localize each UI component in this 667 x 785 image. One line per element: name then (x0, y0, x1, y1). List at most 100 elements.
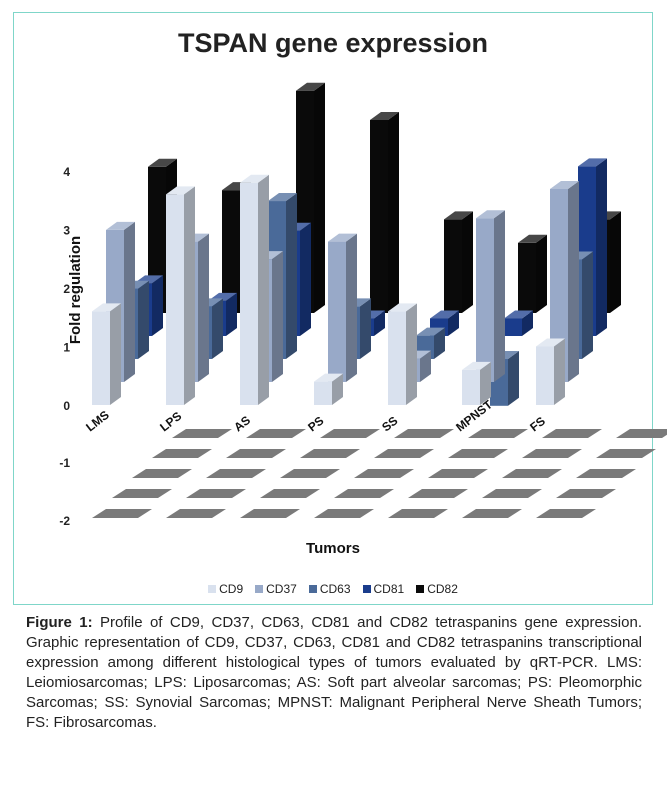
bar-side (508, 351, 519, 406)
y-tick-label: 1 (63, 341, 70, 355)
caption-text: Profile of CD9, CD37, CD63, CD81 and CD8… (26, 614, 642, 731)
floor-tile (374, 449, 434, 458)
legend-swatch (208, 585, 217, 593)
bar-side (152, 275, 163, 336)
floor-tile (522, 449, 582, 458)
floor-tile (448, 449, 508, 458)
x-tick-label: LPS (157, 409, 184, 434)
bar-top (476, 210, 505, 219)
floor-tile (576, 469, 636, 478)
bar-top (268, 193, 297, 202)
floor-tile (320, 429, 380, 438)
floor-tile (186, 489, 246, 498)
bar-front (222, 190, 240, 313)
floor-tile (408, 489, 468, 498)
bar-CD9-FS (536, 338, 565, 405)
figure-caption: Figure 1: Profile of CD9, CD37, CD63, CD… (26, 613, 642, 733)
bar-side (406, 303, 417, 405)
bar-top (416, 327, 445, 336)
bar-side (332, 373, 343, 405)
floor-tile (542, 429, 602, 438)
bar-side (582, 251, 593, 359)
legend-item: CD9 (208, 582, 243, 596)
bar-side (388, 111, 399, 313)
legend-label: CD9 (219, 582, 244, 596)
bar-front (476, 218, 494, 382)
bar-side (434, 327, 445, 359)
y-tick-label: 3 (63, 224, 70, 238)
chart-legend: CD9 CD37 CD63 CD81 CD82 (13, 582, 653, 596)
bar-side (360, 298, 371, 359)
bar-side (258, 174, 269, 405)
bar-CD82-PS (370, 111, 399, 313)
legend-item: CD37 (255, 582, 297, 596)
bar-top (92, 303, 121, 312)
x-tick-label: FS (527, 414, 548, 434)
bar-CD9-LMS (92, 303, 121, 405)
floor-tile (132, 469, 192, 478)
floor-tile (394, 429, 454, 438)
bar-side (596, 158, 607, 336)
y-tick-label: -1 (59, 456, 70, 470)
bar-top (578, 158, 607, 167)
bar-CD9-SS (388, 303, 417, 405)
bar-side (374, 310, 385, 336)
bar-side (346, 233, 357, 382)
bar-front (166, 194, 184, 405)
bar-CD9-MPNST (462, 361, 491, 405)
y-tick-label: 0 (63, 399, 70, 413)
bar-front (92, 311, 110, 405)
bar-front (328, 241, 346, 382)
bar-top (166, 186, 195, 195)
floor-tile (462, 509, 522, 518)
bar-CD37-FS (550, 180, 579, 382)
bar-front (240, 182, 258, 405)
legend-label: CD81 (373, 582, 405, 596)
x-tick-label: AS (231, 413, 253, 434)
bar-front (444, 219, 462, 313)
floor-tile (92, 509, 152, 518)
bar-side (522, 310, 533, 336)
floor-tile (300, 449, 360, 458)
bar-side (212, 298, 223, 359)
floor-tile (260, 489, 320, 498)
bar-CD9-LPS (166, 186, 195, 405)
bar-side (480, 361, 491, 405)
bar-top (536, 338, 565, 347)
bar-side (448, 310, 459, 336)
legend-swatch (416, 585, 425, 593)
floor-tile (502, 469, 562, 478)
floor-tile (172, 429, 232, 438)
bar-top (296, 82, 325, 91)
floor-tile (482, 489, 542, 498)
bar-top (328, 233, 357, 242)
bar-front (504, 318, 522, 336)
bar-side (272, 251, 283, 382)
floor-tile (240, 509, 300, 518)
bar-side (300, 222, 311, 336)
bar-side (184, 186, 195, 405)
floor-tile (616, 429, 667, 438)
bar-side (198, 233, 209, 382)
legend-item: CD82 (416, 582, 458, 596)
bar-front (536, 346, 554, 405)
legend-swatch (362, 585, 371, 593)
bar-top (550, 180, 579, 189)
y-tick-label: 2 (63, 282, 70, 296)
bar-side (494, 210, 505, 382)
floor-tile (536, 509, 596, 518)
legend-item: CD63 (308, 582, 351, 596)
bar-top (462, 361, 491, 370)
bar-top (444, 211, 473, 220)
floor-tile (428, 469, 488, 478)
floor-tile (166, 509, 226, 518)
bar-side (138, 280, 149, 359)
x-tick-label: PS (305, 413, 326, 434)
bar-top (370, 111, 399, 120)
legend-label: CD63 (319, 582, 351, 596)
floor-tile (556, 489, 616, 498)
bar-CD9-AS (240, 174, 269, 405)
bar-side (420, 350, 431, 382)
bar-front (462, 369, 480, 405)
legend-label: CD37 (266, 582, 297, 596)
